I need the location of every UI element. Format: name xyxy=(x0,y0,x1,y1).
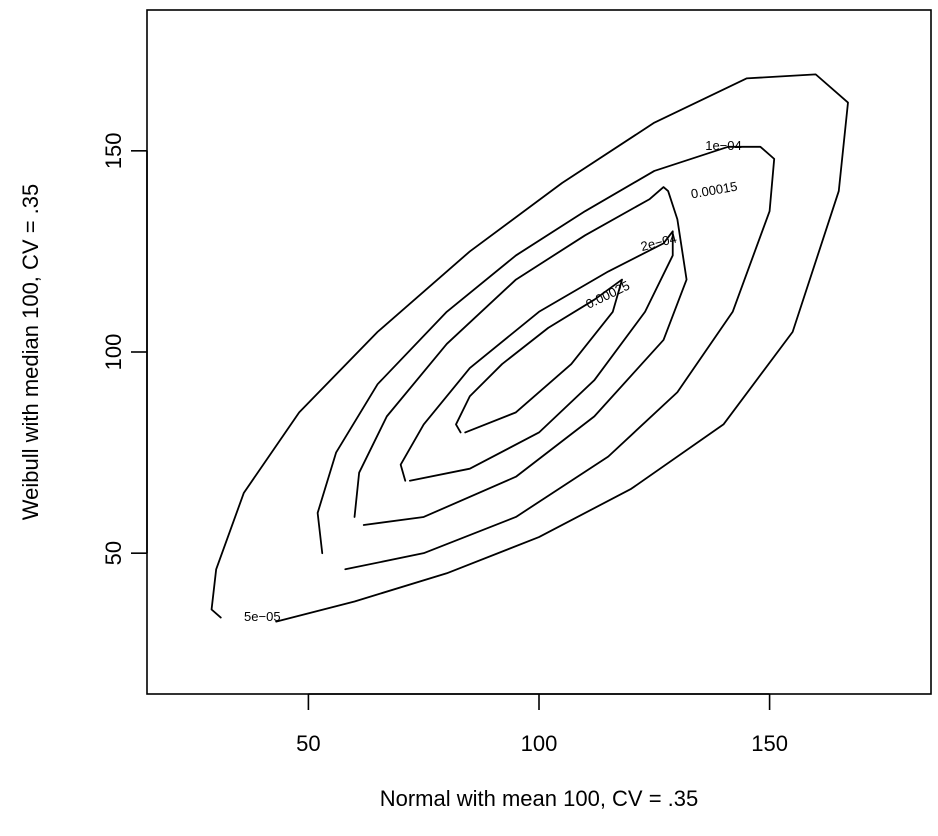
y-axis: 50 100 150 xyxy=(101,132,148,565)
plot-frame xyxy=(146,9,932,695)
y-tick-label: 100 xyxy=(101,334,126,371)
contour-line xyxy=(316,145,776,571)
x-axis-title: Normal with mean 100, CV = .35 xyxy=(380,786,699,811)
y-axis-title: Weibull with median 100, CV = .35 xyxy=(18,184,43,521)
contour-level-label: 1e−04 xyxy=(705,138,742,153)
contour-lines xyxy=(210,73,849,623)
contour-level-label: 5e−05 xyxy=(244,609,281,624)
x-tick-label: 100 xyxy=(521,731,558,756)
contour-line xyxy=(455,278,623,434)
x-axis: 50 100 150 xyxy=(296,693,788,756)
x-tick-label: 50 xyxy=(296,731,320,756)
x-tick-label: 150 xyxy=(751,731,788,756)
contour-line xyxy=(353,186,688,526)
contour-level-label: 0.00015 xyxy=(690,179,739,202)
y-tick-label: 50 xyxy=(101,541,126,565)
contour-level-label: 0.00025 xyxy=(583,278,632,312)
y-tick-label: 150 xyxy=(101,132,126,169)
contour-line xyxy=(210,73,849,623)
contour-line xyxy=(399,230,674,482)
